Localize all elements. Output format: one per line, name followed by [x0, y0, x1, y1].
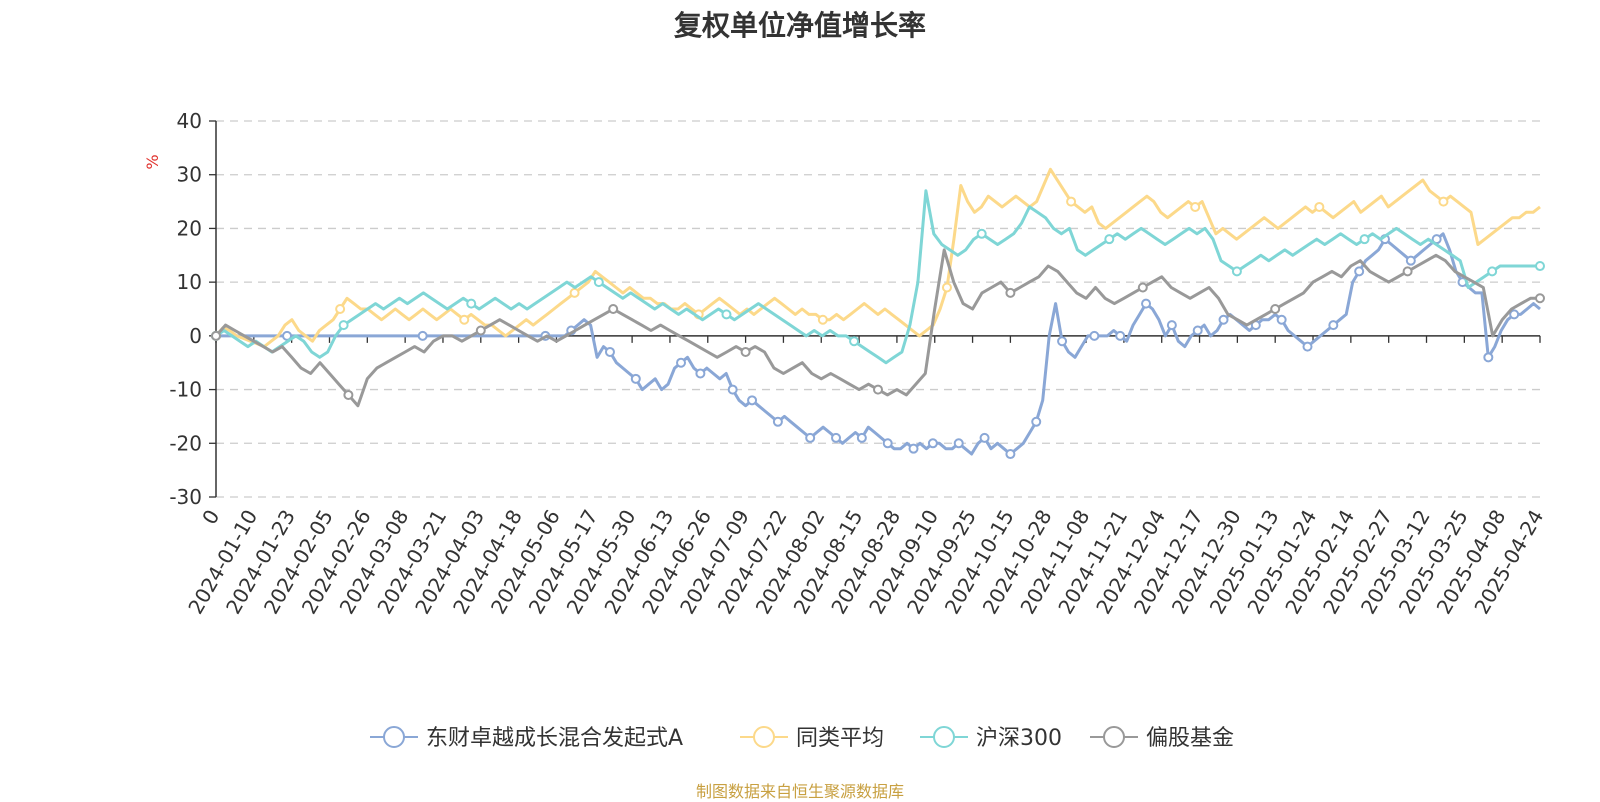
data-point — [569, 287, 580, 298]
y-tick-label: 20 — [177, 216, 202, 240]
data-point — [466, 298, 477, 309]
legend[interactable]: 东财卓越成长混合发起式A 同类平均 沪深300 偏股基金 — [370, 726, 1234, 751]
data-point — [1005, 449, 1016, 460]
data-point — [882, 438, 893, 449]
data-point — [849, 336, 860, 347]
y-tick-label: -30 — [169, 485, 202, 509]
y-tick-label: 0 — [189, 324, 202, 348]
data-point — [1005, 287, 1016, 298]
data-point — [1115, 330, 1126, 341]
data-point — [976, 228, 987, 239]
legend-label: 东财卓越成长混合发起式A — [426, 726, 683, 751]
data-point — [805, 432, 816, 443]
data-point — [1166, 320, 1177, 331]
legend-item-3[interactable]: 偏股基金 — [1090, 726, 1234, 751]
data-point — [1405, 255, 1416, 266]
data-point — [1402, 266, 1413, 277]
data-point — [1487, 266, 1498, 277]
data-point — [1328, 320, 1339, 331]
series-layer — [211, 167, 1545, 460]
data-point — [459, 314, 470, 325]
legend-marker-icon — [933, 726, 955, 748]
legend-label: 偏股基金 — [1146, 726, 1234, 751]
data-point — [1231, 266, 1242, 277]
data-point — [1031, 416, 1042, 427]
y-tick-label: 40 — [177, 109, 202, 133]
data-point — [282, 330, 293, 341]
data-point — [721, 309, 732, 320]
legend-label: 沪深300 — [976, 726, 1062, 751]
data-point — [1190, 201, 1201, 212]
y-tick-label: 30 — [177, 163, 202, 187]
data-point — [1359, 234, 1370, 245]
data-point — [1535, 261, 1545, 272]
data-point — [1218, 314, 1229, 325]
data-point — [1270, 304, 1281, 314]
y-tick-label: 10 — [177, 270, 202, 294]
legend-item-0[interactable]: 东财卓越成长混合发起式A — [370, 726, 683, 751]
data-point — [747, 395, 758, 406]
data-point — [831, 432, 842, 443]
data-point — [676, 357, 687, 368]
data-point — [211, 330, 221, 341]
data-point — [740, 346, 751, 357]
data-point — [941, 282, 952, 293]
data-point — [1302, 341, 1313, 352]
series-line-3 — [214, 248, 1540, 408]
legend-marker-icon — [753, 726, 775, 748]
data-point — [873, 384, 883, 395]
data-point — [979, 432, 990, 443]
data-point — [1104, 234, 1115, 245]
x-tick-label: 0 — [197, 506, 224, 529]
y-axis-label: % — [143, 154, 162, 169]
series-line-0 — [216, 232, 1541, 456]
data-point — [1354, 266, 1365, 277]
data-point — [1137, 282, 1148, 293]
data-point — [630, 373, 641, 384]
series-line-2 — [215, 189, 1540, 365]
data-point — [1535, 293, 1545, 304]
source-note: 制图数据来自恒生聚源数据库 — [695, 782, 904, 801]
data-point — [343, 389, 354, 400]
y-tick-label: -20 — [169, 431, 202, 455]
legend-item-1[interactable]: 同类平均 — [740, 726, 884, 751]
data-point — [856, 432, 867, 443]
data-point — [927, 438, 938, 449]
data-point — [1057, 336, 1068, 347]
data-point — [772, 416, 783, 427]
data-point — [1314, 201, 1325, 212]
data-point — [1192, 325, 1203, 336]
data-point — [908, 443, 919, 454]
data-point — [953, 438, 964, 449]
data-point — [1483, 352, 1494, 363]
data-point — [604, 346, 615, 357]
data-point — [335, 304, 346, 314]
data-point — [338, 320, 349, 331]
data-point — [1276, 314, 1287, 325]
data-point — [695, 368, 706, 379]
data-point — [1089, 330, 1100, 341]
grid-layer — [216, 120, 1540, 498]
legend-item-2[interactable]: 沪深300 — [920, 726, 1062, 751]
chart-title: 复权单位净值增长率 — [673, 9, 926, 42]
legend-marker-icon — [383, 726, 405, 748]
data-point — [727, 384, 738, 395]
data-point — [1141, 298, 1152, 309]
axis-layer: 403020100-10-20-30%02024-01-102024-01-23… — [143, 109, 1548, 618]
data-point — [817, 314, 828, 325]
data-point — [1509, 309, 1520, 320]
legend-marker-icon — [1103, 726, 1125, 748]
data-point — [593, 277, 604, 288]
y-tick-label: -10 — [169, 378, 202, 402]
data-point — [1066, 196, 1077, 207]
legend-label: 同类平均 — [796, 726, 884, 751]
data-point — [608, 304, 619, 314]
data-point — [1438, 196, 1449, 207]
data-point — [475, 325, 486, 336]
data-point — [417, 330, 428, 341]
